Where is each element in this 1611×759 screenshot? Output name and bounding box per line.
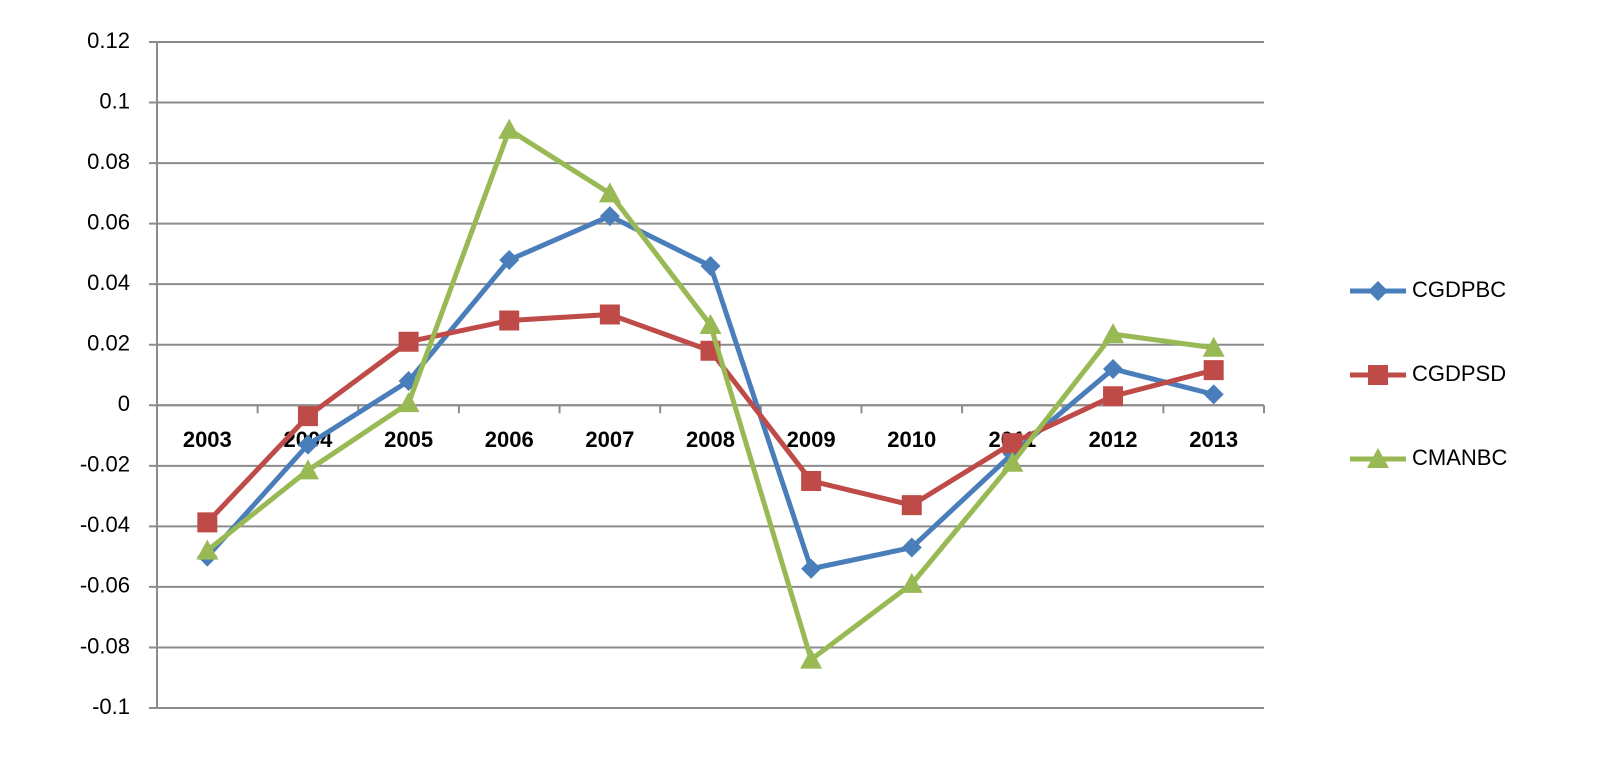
data-point [397,392,420,413]
series-line [205,127,1215,663]
legend-label: CGDPBC [1412,277,1506,302]
x-tick-label: 2009 [787,427,836,452]
data-point [700,256,721,277]
legend-marker [1367,448,1389,468]
data-point [1002,433,1023,454]
data-point [1203,360,1224,381]
data-point [1103,358,1124,379]
data-point [901,537,922,558]
data-point [801,558,822,579]
y-tick-label: -0.1 [92,694,130,719]
legend-marker [1368,281,1388,301]
data-point [1203,384,1224,405]
x-tick-label: 2003 [183,427,232,452]
y-tick-label: -0.08 [80,633,130,658]
y-tick-label: -0.04 [80,512,130,537]
y-tick-label: 0.02 [87,331,130,356]
data-point [1202,336,1225,357]
data-point [499,310,520,331]
data-point [398,331,419,352]
y-tick-label: 0.08 [87,149,130,174]
y-tick-label: -0.02 [80,452,130,477]
x-tick-label: 2012 [1089,427,1138,452]
data-point [801,470,822,491]
data-point [498,118,521,139]
legend-label: CMANBC [1412,445,1507,470]
x-tick-label: 2005 [384,427,433,452]
data-point [800,648,823,669]
x-tick-label: 2007 [585,427,634,452]
data-point [699,314,722,335]
x-tick-label: 2006 [485,427,534,452]
data-point [1102,323,1125,344]
data-point [599,304,620,325]
y-tick-label: 0.1 [99,88,130,113]
data-point [296,459,319,480]
y-tick-label: 0 [118,391,130,416]
data-point [196,539,219,560]
y-tick-label: 0.06 [87,209,130,234]
x-tick-label: 2010 [887,427,936,452]
y-tick-label: -0.06 [80,573,130,598]
y-tick-label: 0.04 [87,270,130,295]
y-tick-label: 0.12 [87,28,130,53]
data-point [1001,451,1024,472]
x-tick-label: 2008 [686,427,735,452]
legend-label: CGDPSD [1412,361,1506,386]
data-point [197,512,218,533]
legend-marker [1368,365,1388,385]
data-point [598,182,621,203]
data-point [1103,386,1124,407]
data-point [499,249,520,270]
data-point [297,406,318,427]
data-point [297,434,318,455]
data-point [901,495,922,516]
x-tick-label: 2013 [1189,427,1238,452]
data-point [900,572,923,593]
data-point [599,206,620,227]
